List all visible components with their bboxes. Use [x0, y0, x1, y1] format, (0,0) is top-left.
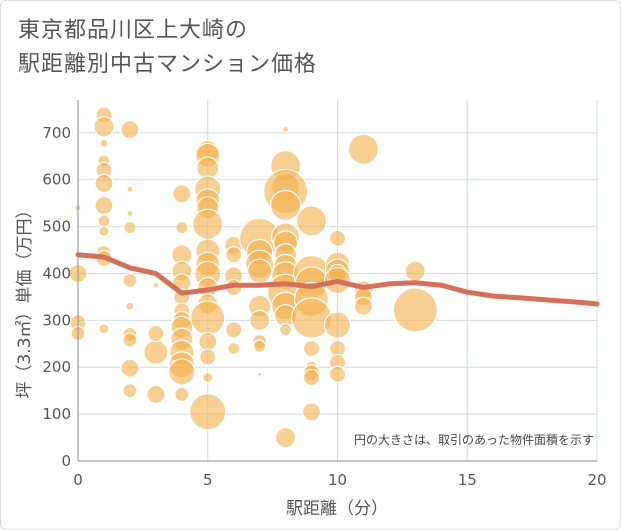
x-tick-label: 0 — [73, 471, 83, 489]
data-bubble — [125, 301, 135, 311]
data-bubble — [270, 189, 302, 222]
data-bubble — [282, 125, 290, 134]
data-bubble — [174, 386, 190, 403]
data-bubble — [192, 208, 224, 240]
data-bubble — [328, 229, 347, 247]
data-bubble — [98, 323, 110, 335]
size-legend-note: 円の大きさは、取引のあった物件面積を示す — [354, 432, 594, 447]
x-tick-label: 15 — [458, 471, 477, 489]
data-bubble — [257, 371, 263, 377]
data-bubble — [143, 339, 169, 365]
y-axis-title: 坪（3.3㎡）単価（万円） — [15, 201, 35, 398]
data-bubble — [147, 324, 165, 343]
data-bubble — [249, 309, 271, 331]
data-bubble — [225, 246, 243, 264]
x-tick-label: 20 — [587, 471, 606, 489]
data-bubble — [94, 195, 114, 216]
data-bubble — [190, 300, 226, 336]
data-bubble — [120, 358, 140, 378]
trend-line-layer — [75, 252, 600, 307]
data-bubble — [392, 287, 438, 333]
data-bubble — [279, 323, 293, 337]
data-bubble — [247, 258, 273, 284]
data-bubble — [126, 209, 134, 218]
y-tick-label: 0 — [61, 452, 71, 470]
axes: 0 100 200 300 400 500 600 700 0 5 10 15 20 — [42, 100, 607, 489]
y-tick-label: 500 — [42, 218, 71, 236]
data-bubble — [199, 348, 217, 366]
data-bubble — [189, 393, 227, 431]
data-bubble — [347, 133, 380, 165]
y-tick-label: 600 — [42, 171, 71, 189]
bubble-layer — [68, 106, 438, 449]
data-bubble — [302, 368, 321, 387]
data-bubble — [123, 220, 137, 235]
data-bubble — [126, 185, 134, 193]
data-bubble — [120, 119, 140, 140]
y-tick-label: 100 — [42, 405, 71, 423]
x-axis-title: 駅距離（分） — [286, 499, 388, 519]
y-tick-label: 200 — [42, 358, 71, 376]
y-tick-label: 300 — [42, 311, 71, 329]
data-bubble — [227, 341, 241, 356]
data-bubble — [94, 173, 114, 194]
trend-line — [75, 252, 600, 307]
data-bubble — [323, 311, 352, 339]
y-tick-label: 700 — [42, 124, 71, 142]
data-bubble — [122, 332, 138, 348]
data-bubble — [225, 321, 243, 339]
data-bubble — [353, 296, 374, 316]
data-bubble — [302, 339, 321, 358]
data-bubble — [99, 138, 109, 148]
data-bubble — [168, 358, 196, 386]
data-bubble — [122, 383, 138, 399]
chart-title: 東京都品川区上大崎の 駅距離別中古マンション価格 — [18, 18, 318, 77]
data-bubble — [172, 184, 192, 204]
data-bubble — [253, 339, 267, 353]
data-bubble — [198, 331, 218, 352]
data-bubble — [93, 116, 115, 138]
data-bubble — [97, 214, 111, 228]
data-bubble — [295, 205, 328, 237]
data-bubble — [301, 402, 322, 422]
data-bubble — [152, 281, 160, 289]
data-bubble — [146, 384, 166, 405]
data-bubble — [98, 225, 110, 237]
x-tick-label: 10 — [328, 471, 347, 489]
data-bubble — [275, 426, 297, 449]
data-bubble — [404, 260, 426, 282]
data-bubble — [122, 272, 138, 289]
x-tick-label: 5 — [203, 471, 213, 489]
data-bubble — [290, 297, 333, 339]
data-bubble — [175, 220, 189, 235]
data-bubble — [328, 365, 347, 383]
data-bubble — [202, 371, 214, 384]
y-tick-label: 400 — [42, 264, 71, 282]
